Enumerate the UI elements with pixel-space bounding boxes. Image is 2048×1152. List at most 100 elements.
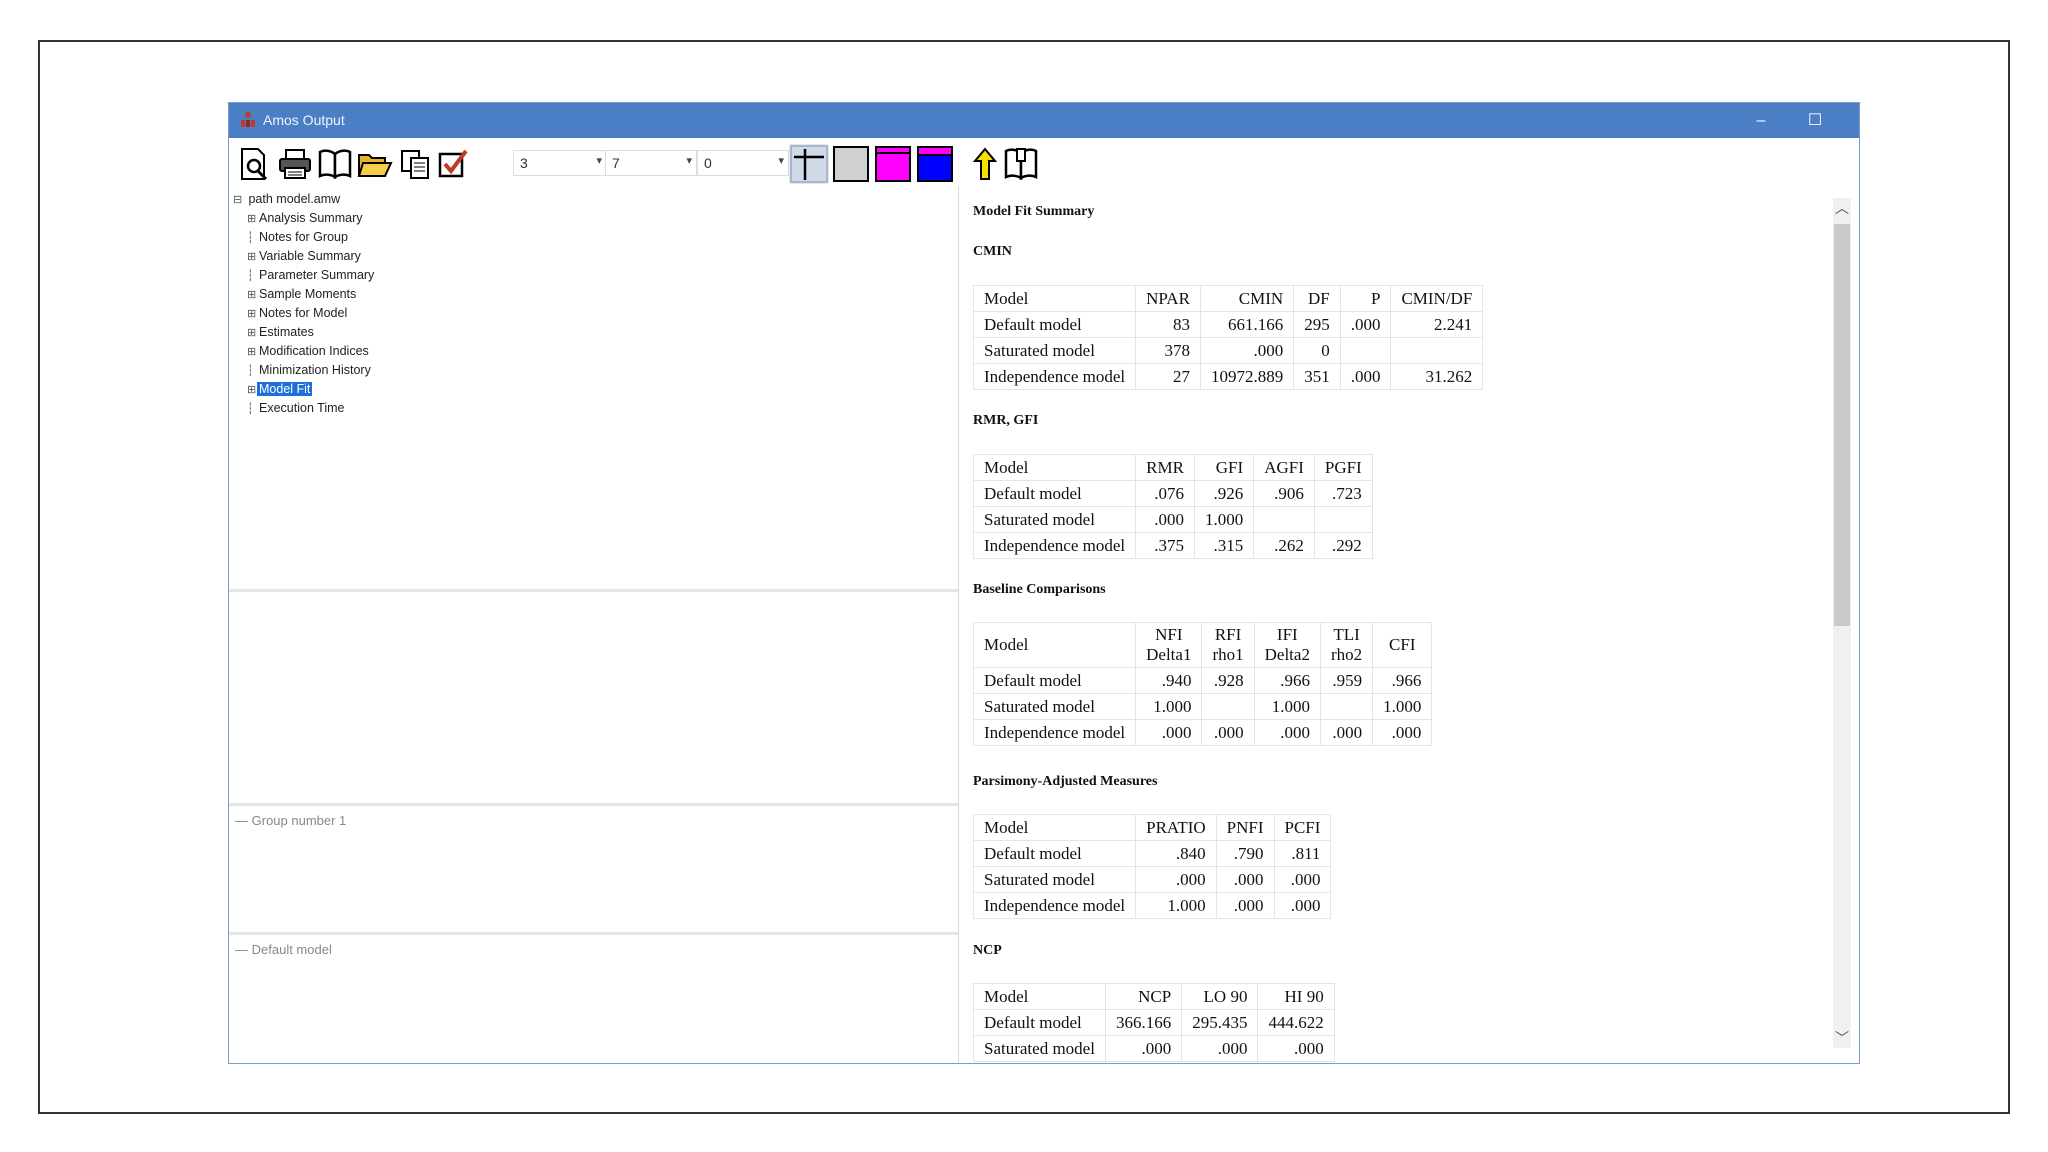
tree-item[interactable]: ⊞ Analysis Summary — [233, 209, 376, 228]
print-button[interactable] — [277, 146, 313, 182]
tree-item-label: Notes for Group — [259, 230, 348, 244]
row-label: Default model — [972, 667, 1137, 694]
max-columns-value: 0 — [704, 155, 712, 171]
table-cell: .262 — [1253, 532, 1315, 559]
column-header: CMIN/DF — [1390, 285, 1484, 312]
tree-item[interactable]: ⊞ Notes for Model — [233, 304, 376, 323]
expand-icon[interactable]: ⊞ — [247, 308, 257, 320]
table-cell: .375 — [1135, 532, 1195, 559]
decimals-select[interactable]: 3 ▾ — [513, 150, 607, 176]
column-header: AGFI — [1253, 454, 1315, 481]
tree-item-label: Analysis Summary — [259, 211, 363, 225]
pane-divider[interactable] — [229, 589, 958, 592]
tree-item[interactable]: ┆ Minimization History — [233, 361, 376, 380]
tree-item[interactable]: ⊞ Variable Summary — [233, 247, 376, 266]
table-cell: 378 — [1135, 337, 1201, 364]
maximize-button[interactable]: ☐ — [1807, 112, 1823, 129]
up-arrow-button[interactable] — [967, 146, 1003, 182]
report-title: Model Fit Summary — [973, 204, 1095, 219]
table-cell — [1253, 506, 1315, 533]
cmin-title: CMIN — [973, 244, 1012, 259]
table-cell: 351 — [1293, 363, 1341, 390]
pane-divider[interactable] — [229, 803, 958, 806]
table-cell: 1.000 — [1372, 693, 1433, 720]
open-book-button[interactable] — [1003, 146, 1039, 182]
gray-box-icon — [833, 146, 869, 182]
max-columns-select[interactable]: 0 ▾ — [697, 150, 789, 176]
table-grid-button[interactable] — [789, 144, 829, 184]
table-header-row: Model NFI Delta1 RFI rho1 IFI Delta2 TLI rho2 CFI — [972, 622, 1433, 668]
table-cell: 295.435 — [1181, 1009, 1259, 1036]
print-preview-button[interactable] — [237, 146, 273, 182]
blue-magenta-box-button[interactable] — [915, 144, 955, 184]
tree-item[interactable]: ┆ Execution Time — [233, 399, 376, 418]
column-width-select[interactable]: 7 ▾ — [605, 150, 697, 176]
model-pane-label[interactable]: — Default model — [235, 942, 332, 957]
row-label: Saturated model — [972, 866, 1137, 893]
expand-icon[interactable]: ⊞ — [247, 289, 257, 301]
column-header: Model — [972, 814, 1137, 841]
table-cell: .906 — [1253, 480, 1315, 507]
table-grid-icon — [790, 145, 828, 183]
tree-item-label: Variable Summary — [259, 249, 361, 263]
rmr-title: RMR, GFI — [973, 413, 1039, 428]
tree-item[interactable]: ⊞ Model Fit — [233, 380, 376, 399]
table-cell: .000 — [1201, 719, 1255, 746]
tree-item[interactable]: ⊞ Sample Moments — [233, 285, 376, 304]
tree-item[interactable]: ⊞ Estimates — [233, 323, 376, 342]
row-label: Saturated model — [972, 693, 1137, 720]
open-folder-button[interactable] — [357, 146, 393, 182]
scroll-down-icon[interactable]: ﹀ — [1835, 1030, 1849, 1046]
scroll-up-icon[interactable]: ︿ — [1835, 200, 1849, 216]
table-cell: 295 — [1293, 311, 1341, 338]
table-cell: .000 — [1273, 892, 1332, 919]
scroll-thumb[interactable] — [1834, 224, 1850, 626]
table-cell: .000 — [1253, 719, 1321, 746]
table-cell: 1.000 — [1135, 892, 1217, 919]
column-header: NPAR — [1135, 285, 1201, 312]
table-cell: .000 — [1372, 719, 1433, 746]
tree-item-label: Modification Indices — [259, 344, 369, 358]
table-cell: .723 — [1313, 480, 1373, 507]
baseline-title: Baseline Comparisons — [973, 582, 1106, 597]
toolbar: 3 ▾ 7 ▾ 0 ▾ — [229, 138, 1859, 186]
magenta-box-button[interactable] — [873, 144, 913, 184]
table-header-row: Model PRATIO PNFI PCFI — [972, 814, 1332, 841]
tree-item[interactable]: ┆ Parameter Summary — [233, 266, 376, 285]
table-cell: .000 — [1339, 311, 1392, 338]
tree-item[interactable]: ┆ Notes for Group — [233, 228, 376, 247]
parsimony-title: Parsimony-Adjusted Measures — [973, 774, 1158, 789]
row-label: Independence model — [972, 363, 1137, 390]
group-pane-label[interactable]: — Group number 1 — [235, 813, 347, 828]
check-button[interactable] — [435, 146, 471, 182]
table-header-row: Model NCP LO 90 HI 90 — [973, 983, 1335, 1010]
gray-box-button[interactable] — [831, 144, 871, 184]
decimals-value: 3 — [520, 155, 528, 171]
amos-app-icon — [241, 112, 255, 127]
row-label: Default model — [972, 480, 1137, 507]
expand-icon[interactable]: ⊞ — [247, 384, 257, 396]
table-row: Default model .840.790.811 — [972, 840, 1332, 867]
window-title: Amos Output — [263, 112, 345, 128]
row-label: Saturated model — [973, 1035, 1106, 1062]
collapse-icon[interactable]: ⊟ — [233, 194, 243, 206]
column-width-value: 7 — [612, 155, 620, 171]
expand-icon[interactable]: ⊞ — [247, 251, 257, 263]
blue-magenta-box-icon — [917, 146, 953, 182]
expand-icon[interactable]: ⊞ — [247, 327, 257, 339]
expand-icon[interactable]: ⊞ — [247, 346, 257, 358]
tree-root[interactable]: ⊟ path model.amw — [233, 190, 376, 209]
tree-item[interactable]: ⊞ Modification Indices — [233, 342, 376, 361]
vertical-scrollbar[interactable]: ︿ ﹀ — [1833, 198, 1851, 1048]
copy-button[interactable] — [397, 146, 433, 182]
book-button[interactable] — [317, 146, 353, 182]
expand-icon[interactable]: ⊞ — [247, 213, 257, 225]
group-label-text: Group number 1 — [251, 813, 347, 828]
row-label: Default model — [973, 1009, 1106, 1036]
minimize-button[interactable]: – — [1756, 112, 1766, 129]
tree-item-label: Sample Moments — [259, 287, 357, 301]
pane-divider[interactable] — [229, 932, 958, 935]
rmr-gfi-table: Model RMR GFI AGFI PGFI Default model .076.926… — [972, 454, 1373, 559]
close-button[interactable]: ✕ — [1851, 107, 1859, 134]
ncp-title: NCP — [973, 943, 1002, 958]
